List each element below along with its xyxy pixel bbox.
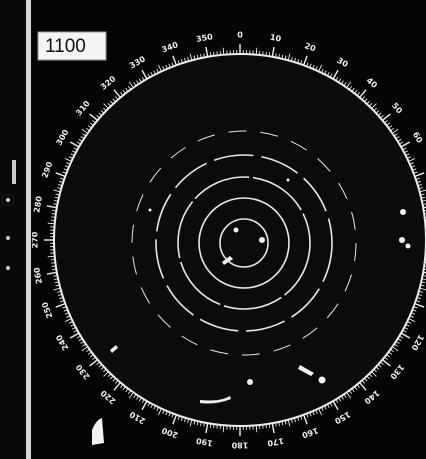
echo [247,379,253,385]
bearing-tick [256,425,257,432]
echo [319,377,326,384]
bearing-tick [256,48,257,55]
bearing-tick [266,52,267,56]
mark [6,236,10,240]
bearing-tick [223,48,224,55]
bearing-tick [48,223,55,224]
bearing-tick [52,266,56,267]
bearing-tick [48,256,55,257]
echo [406,244,411,249]
dial-ring [54,54,426,426]
echo [259,237,265,243]
bearing-tick [269,424,270,428]
mark [12,160,16,184]
bearing-tick [266,424,267,428]
left-panel [0,0,26,459]
echo [234,228,239,233]
bearing-tick [210,424,211,428]
mark [6,198,10,202]
echo [399,237,405,243]
echo [400,209,406,215]
bearing-tick [223,425,224,432]
echo [287,179,290,182]
time-label: 1100 [45,36,86,57]
bearing-tick [210,52,211,56]
bearing-tick [269,52,270,56]
bearing-tick [52,269,56,270]
bearing-tick [52,214,56,215]
echo [149,209,152,212]
radar-screenshot: 0102030405060708090100110120130140150160… [0,0,426,459]
bearing-tick [214,52,215,56]
bearing-tick [214,424,215,428]
bearing-label: 180 [231,441,248,450]
bearing-tick [52,210,56,211]
panel-divider [26,0,31,459]
bearing-label: 0 [237,31,243,40]
mark [6,266,10,270]
